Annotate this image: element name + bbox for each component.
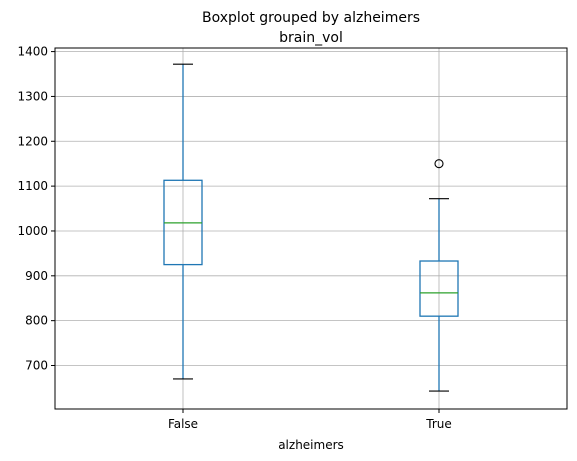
box-false (163, 63, 203, 380)
chart-subtitle: brain_vol (279, 30, 343, 46)
plot-frame (54, 47, 568, 410)
iqr-box (419, 260, 459, 317)
tick-layer: 700 800 900 1000 1100 1200 1300 1400 False True (17, 45, 451, 431)
y-tick-label: 1100 (17, 179, 48, 193)
box-true (419, 159, 459, 392)
x-tick-label-false: False (168, 417, 198, 431)
x-axis-label: alzheimers (278, 438, 344, 452)
y-tick-label: 1300 (17, 89, 48, 103)
y-tick-label: 1000 (17, 224, 48, 238)
y-tick-label: 900 (25, 269, 48, 283)
x-tick-label-true: True (425, 417, 452, 431)
y-tick-label: 1400 (17, 45, 48, 59)
y-tick-label: 700 (25, 359, 48, 373)
box-layer (163, 63, 459, 392)
chart-title: Boxplot grouped by alzheimers (202, 10, 420, 26)
y-tick-label: 1200 (17, 134, 48, 148)
grid-layer (55, 48, 567, 409)
outlier-point (434, 159, 444, 169)
y-tick-label: 800 (25, 314, 48, 328)
